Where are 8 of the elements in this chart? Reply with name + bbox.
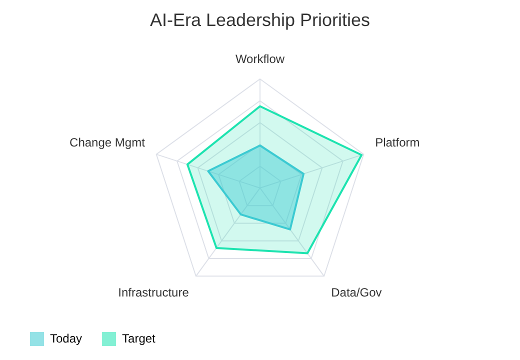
spoke-label: Change Mgmt	[70, 136, 146, 150]
spoke-label: Platform	[375, 136, 420, 150]
legend-label: Target	[122, 331, 156, 346]
spoke-label: Infrastructure	[118, 285, 190, 300]
legend-label: Today	[50, 331, 82, 346]
spoke-label: Data/Gov	[331, 285, 382, 300]
spoke-label: Workflow	[235, 52, 285, 66]
chart-title: AI-Era Leadership Priorities	[150, 10, 370, 30]
